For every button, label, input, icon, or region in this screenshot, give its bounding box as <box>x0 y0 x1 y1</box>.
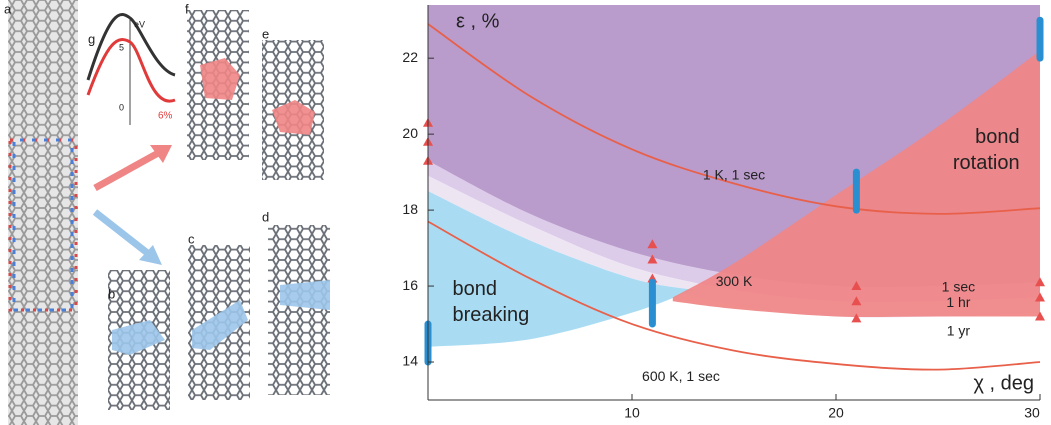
panel-label: a <box>4 1 12 16</box>
curve-label: 1 K, 1 sec <box>703 167 765 183</box>
x-axis-label: χ , deg <box>973 372 1034 394</box>
y-tick-label: 14 <box>402 353 418 369</box>
panel-label: g <box>88 31 95 46</box>
y-tick-label: 20 <box>402 125 418 141</box>
band-label: 1 sec <box>942 279 975 295</box>
nanotube-panel: a b c d e f g eV 5 0 6% <box>4 0 330 425</box>
x-tick-label: 20 <box>828 405 844 421</box>
inset-tick: 5 <box>119 42 124 52</box>
y-tick-label: 22 <box>402 49 418 65</box>
region-label: rotation <box>953 152 1020 174</box>
arrow <box>95 152 160 188</box>
y-tick-label: 18 <box>402 201 418 217</box>
fragment-d <box>268 225 330 395</box>
inset-unit: eV <box>134 19 145 29</box>
inset-curve <box>88 40 175 102</box>
region-label: bond <box>975 126 1020 148</box>
curve-label: 600 K, 1 sec <box>642 368 720 384</box>
inset-strain: 6% <box>158 111 173 122</box>
y-tick-label: 16 <box>402 277 418 293</box>
inset-tick: 0 <box>119 102 124 112</box>
panel-label: f <box>185 1 189 16</box>
figure: a b c d e f g eV 5 0 6% bondbreakingbond… <box>0 0 1051 425</box>
panel-label: b <box>108 286 115 301</box>
x-tick-label: 10 <box>624 405 640 421</box>
region-label: breaking <box>452 304 529 326</box>
inset-curve <box>88 14 175 80</box>
y-axis-label: ε , % <box>456 10 500 32</box>
panel-label: e <box>262 26 269 41</box>
nanotube <box>8 0 78 425</box>
region-label: bond <box>452 278 497 300</box>
chart: bond breaking bond rotation 1 K, 1 sec 600 K,… <box>402 5 1045 421</box>
arrow <box>95 212 150 255</box>
panel-label: c <box>188 231 195 246</box>
defect <box>280 280 330 310</box>
panel-label: d <box>262 209 269 224</box>
band-label: 1 yr <box>947 322 971 338</box>
band-label: 300 K <box>716 273 753 289</box>
x-tick-label: 30 <box>1024 405 1040 421</box>
band-label: 1 hr <box>946 294 970 310</box>
